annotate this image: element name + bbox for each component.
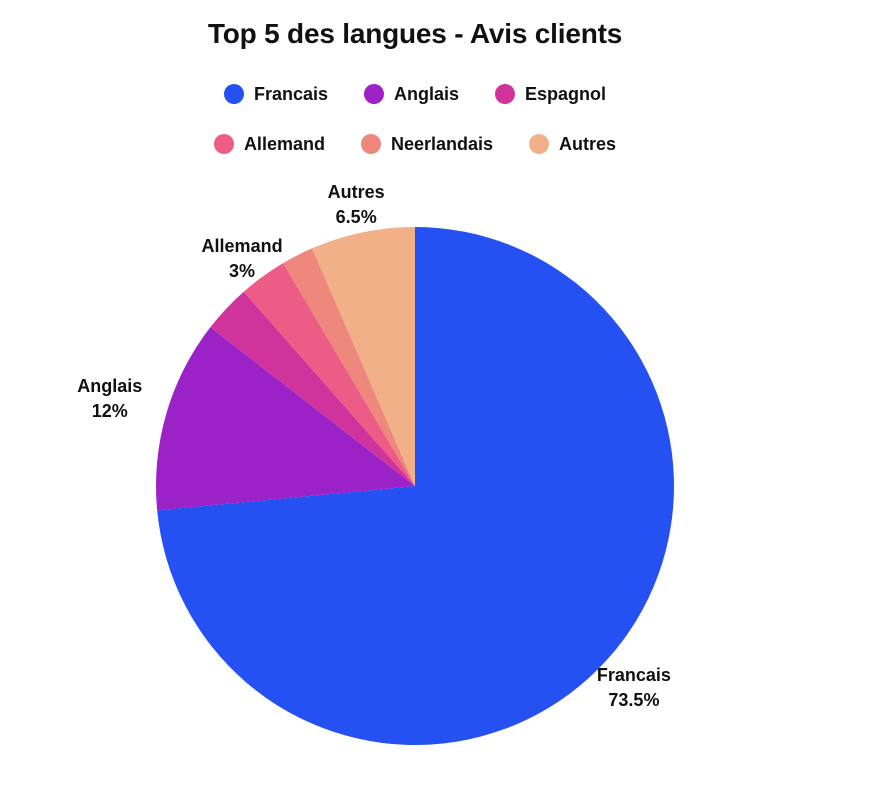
legend-swatch-allemand [213,134,234,154]
legend-label-autres: Autres [559,133,617,154]
pie-slice-allemand [243,263,415,486]
slice-value-allemand: 3% [229,261,255,281]
legend-item-allemand: Allemand [213,133,325,155]
pie-slice-anglais [156,327,415,511]
slice-value-anglais: 12% [92,401,128,421]
legend-label-neerlandais: Neerlandais [390,133,494,154]
legend-item-neerlandais: Neerlandais [360,133,494,155]
pie-slice-espagnol [210,291,415,486]
chart-title: Top 5 des langues - Avis clients [207,18,623,49]
slice-label-allemand: Allemand [202,236,283,256]
legend-swatch-neerlandais [360,134,381,154]
pie-slice-francais [157,227,675,745]
slice-value-francais: 73.5% [608,690,659,710]
pie-slice-autres [312,227,415,486]
legend-item-francais: Francais [223,83,328,105]
slice-label-francais: Francais [597,665,671,685]
legend-row-1: Francais Anglais Espagnol [0,78,830,110]
legend-row-2: Allemand Neerlandais Autres [0,128,830,160]
legend-item-espagnol: Espagnol [495,84,606,105]
slice-label-autres: Autres [328,182,385,202]
pie-slice-neerlandais [283,248,415,486]
legend-item-autres: Autres [529,134,616,155]
slice-label-anglais: Anglais [77,376,142,396]
legend-label-francais: Francais [253,83,328,104]
legend-label-allemand: Allemand [243,133,325,154]
legend-label-espagnol: Espagnol [525,83,607,104]
legend-swatch-francais [223,84,244,104]
legend-item-anglais: Anglais [364,84,459,105]
legend: Francais Anglais Espagnol Allemand Neerl… [0,78,830,178]
legend-label-anglais: Anglais [394,83,460,104]
legend-swatch-espagnol [495,84,516,104]
legend-swatch-autres [529,134,550,154]
slice-value-autres: 6.5% [336,207,377,227]
legend-swatch-anglais [364,84,384,104]
